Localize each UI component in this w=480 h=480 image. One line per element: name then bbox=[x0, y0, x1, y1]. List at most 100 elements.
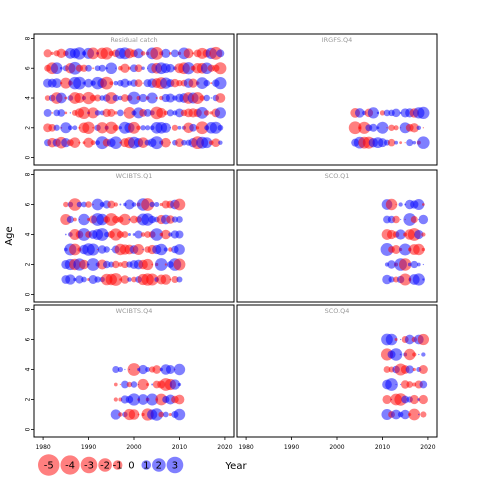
residual-point bbox=[151, 383, 154, 386]
y-tick-label: 0 bbox=[25, 292, 32, 296]
residual-point bbox=[395, 203, 397, 206]
residual-point bbox=[410, 260, 418, 269]
legend-label: -5 bbox=[44, 461, 54, 472]
residual-point bbox=[128, 121, 140, 134]
residual-point bbox=[149, 201, 155, 208]
residual-point bbox=[123, 107, 136, 119]
panel-frame bbox=[236, 169, 438, 303]
panel-2: WCIBTS.Q1 0 2 4 6 8 bbox=[25, 169, 235, 303]
residual-point bbox=[72, 217, 77, 222]
residual-point bbox=[391, 108, 401, 118]
residual-point bbox=[422, 127, 424, 129]
x-tick-label: 2020 bbox=[217, 444, 232, 451]
residual-point bbox=[417, 106, 430, 120]
residual-point bbox=[91, 198, 104, 211]
residual-point bbox=[127, 91, 141, 105]
residual-point bbox=[127, 277, 132, 282]
residual-point bbox=[165, 365, 175, 374]
residual-point bbox=[113, 397, 118, 402]
residual-point bbox=[134, 64, 143, 73]
residual-point bbox=[57, 109, 66, 117]
residual-point bbox=[69, 137, 81, 148]
residual-point bbox=[64, 233, 67, 236]
residual-point bbox=[73, 47, 86, 60]
y-tick-label: 6 bbox=[25, 337, 32, 341]
legend-bubble bbox=[141, 460, 152, 470]
residual-point bbox=[162, 411, 169, 418]
residual-point bbox=[121, 380, 129, 389]
residual-point bbox=[51, 112, 54, 114]
residual-point bbox=[395, 229, 406, 240]
residual-point bbox=[173, 198, 186, 211]
legend-label: -4 bbox=[65, 461, 75, 472]
residual-point bbox=[191, 92, 204, 104]
y-tick-label: 8 bbox=[25, 172, 32, 176]
residual-point bbox=[78, 213, 90, 226]
residual-point bbox=[176, 216, 183, 223]
y-tick-label: 6 bbox=[25, 202, 32, 206]
residual-point bbox=[82, 91, 95, 105]
residual-point bbox=[64, 96, 68, 100]
residual-point bbox=[51, 78, 62, 89]
residual-point bbox=[191, 52, 195, 55]
residual-point bbox=[171, 216, 179, 223]
residual-point bbox=[102, 260, 111, 269]
residual-point bbox=[105, 62, 118, 75]
residual-point bbox=[383, 366, 391, 373]
residual-point bbox=[88, 275, 98, 284]
panel-1: IRGFS.Q4 bbox=[236, 33, 438, 166]
residual-point bbox=[150, 46, 164, 60]
panel-0: Residual catch 0 2 4 6 8 bbox=[25, 33, 235, 166]
residual-point bbox=[203, 94, 210, 102]
residual-point bbox=[177, 382, 182, 387]
residual-point bbox=[117, 366, 124, 373]
panel-title: SCO.Q1 bbox=[325, 172, 350, 180]
residual-point bbox=[412, 140, 417, 145]
residual-point bbox=[138, 93, 148, 103]
residual-point bbox=[127, 232, 131, 237]
residual-point bbox=[398, 202, 403, 207]
residual-point bbox=[60, 77, 72, 89]
residual-point bbox=[421, 232, 426, 237]
residual-point bbox=[146, 273, 159, 286]
residual-point bbox=[48, 123, 57, 132]
legend-bubble bbox=[152, 458, 166, 472]
residual-point bbox=[142, 248, 144, 251]
residual-point bbox=[148, 215, 156, 224]
panel-title: SCO.Q4 bbox=[325, 307, 350, 315]
residual-point bbox=[117, 109, 124, 117]
residual-point bbox=[412, 273, 425, 286]
residual-point bbox=[399, 243, 412, 256]
legend-bubble bbox=[98, 458, 112, 472]
residual-point bbox=[382, 394, 392, 405]
residual-point bbox=[173, 258, 186, 271]
residual-point bbox=[105, 121, 118, 134]
residual-point bbox=[163, 110, 169, 116]
residual-point bbox=[383, 109, 391, 117]
residual-point bbox=[92, 126, 94, 129]
residual-point bbox=[394, 338, 398, 341]
residual-point bbox=[78, 141, 81, 144]
residual-point bbox=[79, 259, 89, 270]
residual-point bbox=[120, 275, 130, 284]
panel-frame bbox=[33, 169, 235, 303]
residual-point bbox=[156, 107, 167, 118]
residual-point bbox=[130, 381, 138, 388]
residual-point bbox=[203, 79, 210, 87]
residual-point bbox=[382, 274, 392, 285]
legend-label: -1 bbox=[113, 461, 123, 472]
residual-point bbox=[210, 82, 213, 85]
residual-point bbox=[131, 202, 137, 207]
x-tick-label: 1980 bbox=[238, 444, 253, 451]
residual-point bbox=[400, 218, 402, 221]
panel-title: WCIBTS.Q4 bbox=[116, 307, 153, 315]
residual-point bbox=[408, 408, 421, 421]
residual-point bbox=[76, 201, 83, 208]
residual-point bbox=[392, 215, 400, 224]
residual-point bbox=[77, 228, 91, 241]
residual-point bbox=[418, 394, 428, 405]
residual-point bbox=[409, 394, 419, 405]
residual-point bbox=[421, 247, 426, 252]
x-axis: 1980 1990 2000 2010 2020 1980 1990 2000 2010 2020 bbox=[35, 437, 436, 451]
residual-point bbox=[155, 96, 158, 100]
